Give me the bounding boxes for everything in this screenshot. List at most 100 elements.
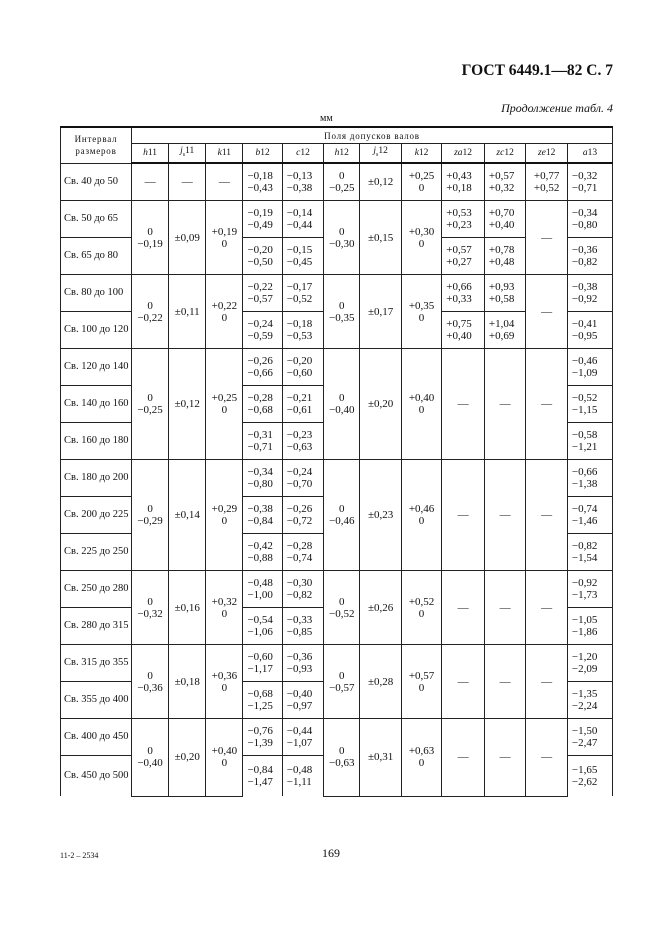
cell-b12: −0,28 −0,68 — [242, 385, 283, 423]
size-interval: Св. 450 до 500 — [59, 755, 133, 796]
size-interval: Св. 120 до 140 — [59, 348, 133, 386]
size-interval: Св. 250 до 280 — [59, 570, 133, 608]
cell-js11: ±0,18 — [168, 644, 207, 719]
column-subscript: s — [182, 151, 186, 158]
cell-js11: ±0,11 — [168, 274, 207, 349]
cell-k11: +0,40 0 — [205, 718, 244, 797]
cell-zc12: — — [483, 718, 527, 797]
table-continuation-label: Продолжение табл. 4 — [501, 101, 613, 115]
column-number: 12 — [378, 146, 388, 157]
cell-k11: +0,29 0 — [205, 459, 244, 571]
cell-za12: +0,75 +0,40 — [441, 311, 485, 349]
column-header-k11: k11 — [205, 143, 244, 164]
cell-b12: −0,48 −1,00 — [242, 570, 283, 608]
cell-b12: −0,34 −0,80 — [242, 459, 283, 497]
cell-a13: −1,05 −1,86 — [566, 607, 614, 645]
column-letter: za — [454, 148, 463, 158]
cell-ze12: — — [525, 718, 568, 797]
size-interval: Св. 80 до 100 — [59, 274, 133, 312]
cell-c12: −0,20 −0,60 — [281, 348, 325, 386]
cell-js11: ±0,14 — [168, 459, 207, 571]
cell-b12: −0,22 −0,57 — [242, 274, 283, 312]
cell-k11: +0,22 0 — [205, 274, 244, 349]
cell-a13: −0,92 −1,73 — [566, 570, 614, 608]
cell-ze12: — — [525, 274, 568, 349]
table-row: Св. 355 до 400 −0,68 −1,25 −0,40 −0,97 −1,3… — [59, 681, 614, 719]
cell-js12: ±0,15 — [359, 200, 402, 275]
cell-zc12: +0,70 +0,40 — [483, 200, 527, 238]
cell-a13: −1,65 −2,62 — [566, 755, 614, 796]
cell-b12: −0,84 −1,47 — [242, 755, 283, 796]
cell-js12: ±0,26 — [359, 570, 402, 645]
unit-label: мм — [320, 113, 333, 124]
cell-k12: +0,57 0 — [400, 644, 443, 719]
cell-h11: 0 −0,36 — [131, 644, 170, 719]
cell-b12: −0,76 −1,39 — [242, 718, 283, 756]
column-header-js12: js12 — [359, 143, 402, 164]
cell-a13: −0,74 −1,46 — [566, 496, 614, 534]
cell-c12: −0,18 −0,53 — [281, 311, 325, 349]
column-header-js11: js11 — [168, 143, 207, 164]
cell-a13: −0,41 −0,95 — [566, 311, 614, 349]
column-number: 12 — [504, 148, 514, 158]
cell-c12: −0,40 −0,97 — [281, 681, 325, 719]
cell-h11: — — [131, 162, 170, 201]
column-number: 11 — [221, 148, 232, 158]
cell-h11: 0 −0,40 — [131, 718, 170, 797]
cell-c12: −0,33 −0,85 — [281, 607, 325, 645]
table-row: Св. 65 до 80 −0,20 −0,50 −0,15 −0,45 +0,57 … — [59, 237, 614, 275]
cell-za12: — — [441, 718, 485, 797]
cell-c12: −0,15 −0,45 — [281, 237, 325, 275]
column-number: 11 — [147, 148, 158, 158]
column-letter: k — [217, 148, 222, 158]
cell-ze12: — — [525, 644, 568, 719]
size-interval: Св. 65 до 80 — [59, 237, 133, 275]
cell-c12: −0,24 −0,70 — [281, 459, 325, 497]
size-interval: Св. 225 до 250 — [59, 533, 133, 571]
size-interval: Св. 160 до 180 — [59, 422, 133, 460]
column-letter: ze — [537, 148, 546, 158]
cell-k12: +0,30 0 — [400, 200, 443, 275]
cell-b12: −0,60 −1,17 — [242, 644, 283, 682]
size-interval: Св. 180 до 200 — [59, 459, 133, 497]
cell-k11: — — [205, 162, 244, 201]
cell-b12: −0,54 −1,06 — [242, 607, 283, 645]
column-header-zc12: zc12 — [483, 143, 527, 164]
cell-za12: +0,57 +0,27 — [441, 237, 485, 275]
cell-b12: −0,42 −0,88 — [242, 533, 283, 571]
size-interval: Св. 355 до 400 — [59, 681, 133, 719]
table-row: Св. 250 до 280 0 −0,32 ±0,16 +0,32 0 −0,48 −… — [59, 570, 614, 645]
tolerance-table: Интервал размеров Поля допусков валов h1… — [59, 126, 614, 797]
column-header-b12: b12 — [242, 143, 283, 164]
column-number: 12 — [545, 148, 556, 158]
cell-c12: −0,21 −0,61 — [281, 385, 325, 423]
cell-c12: −0,13 −0,38 — [281, 162, 325, 201]
size-interval: Св. 315 до 355 — [59, 644, 133, 682]
cell-h12: 0 −0,30 — [323, 200, 361, 275]
cell-zc12: +0,78 +0,48 — [483, 237, 527, 275]
column-letter: k — [414, 148, 419, 158]
column-number: 12 — [260, 148, 270, 158]
size-interval: Св. 280 до 315 — [59, 607, 133, 645]
cell-a13: −0,52 −1,15 — [566, 385, 614, 423]
cell-a13: −0,46 −1,09 — [566, 348, 614, 386]
table-row: Св. 120 до 140 0 −0,25 ±0,12 +0,25 0 −0,26 −… — [59, 348, 614, 460]
column-subscript: s — [375, 151, 379, 158]
column-header-za12: za12 — [441, 143, 485, 164]
cell-c12: −0,26 −0,72 — [281, 496, 325, 534]
size-interval: Св. 50 до 65 — [59, 200, 133, 238]
cell-b12: −0,31 −0,71 — [242, 422, 283, 460]
column-number: 12 — [339, 148, 349, 158]
cell-b12: −0,20 −0,50 — [242, 237, 283, 275]
size-interval: Св. 200 до 225 — [59, 496, 133, 534]
cell-h12: 0 −0,35 — [323, 274, 361, 349]
cell-c12: −0,28 −0,74 — [281, 533, 325, 571]
cell-ze12: — — [525, 570, 568, 645]
table-row: Св. 400 до 450 0 −0,40 ±0,20 +0,40 0 −0,76 −… — [59, 718, 614, 797]
cell-a13: −0,38 −0,92 — [566, 274, 614, 312]
cell-za12: — — [441, 644, 485, 719]
cell-js11: ±0,16 — [168, 570, 207, 645]
table-row: Св. 225 до 250 −0,42 −0,88 −0,28 −0,74 −0,8… — [59, 533, 614, 571]
table-row: Св. 200 до 225 −0,38 −0,84 −0,26 −0,72 −0,7… — [59, 496, 614, 534]
cell-za12: — — [441, 570, 485, 645]
